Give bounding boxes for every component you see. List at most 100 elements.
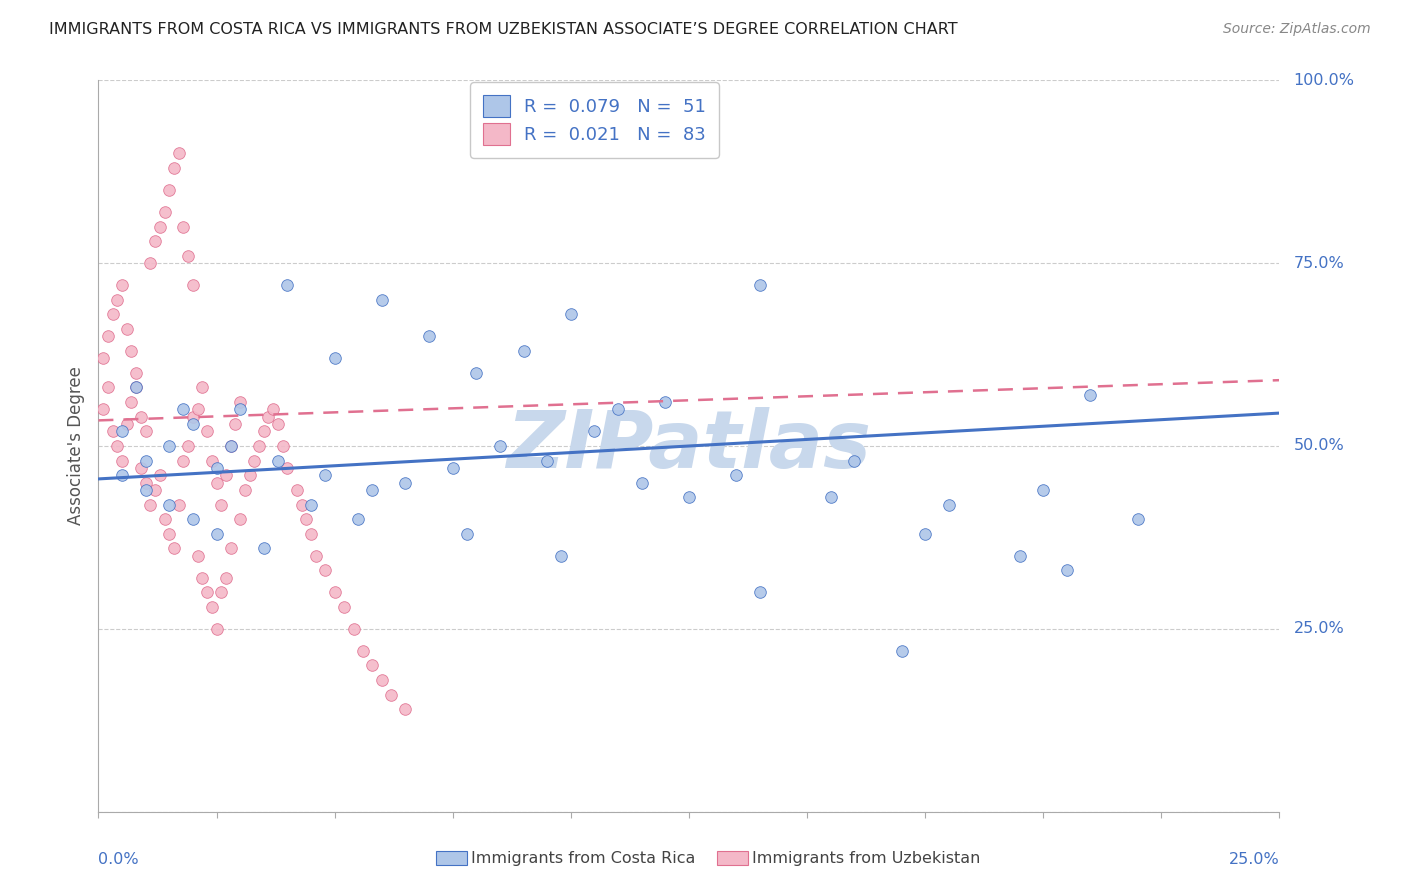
Point bbox=[938, 498, 960, 512]
Point bbox=[219, 439, 242, 453]
Point bbox=[157, 498, 180, 512]
Point bbox=[512, 343, 534, 358]
Text: ZIPatlas: ZIPatlas bbox=[506, 407, 872, 485]
Point bbox=[654, 395, 676, 409]
Point bbox=[1080, 388, 1102, 402]
Point bbox=[276, 461, 298, 475]
Point bbox=[239, 468, 262, 483]
Point bbox=[143, 483, 166, 497]
Point bbox=[135, 475, 157, 490]
Point bbox=[418, 329, 440, 343]
Point bbox=[1056, 563, 1078, 577]
Point bbox=[748, 585, 770, 599]
Point bbox=[219, 541, 242, 556]
Point bbox=[1032, 483, 1054, 497]
Text: IMMIGRANTS FROM COSTA RICA VS IMMIGRANTS FROM UZBEKISTAN ASSOCIATE’S DEGREE CORR: IMMIGRANTS FROM COSTA RICA VS IMMIGRANTS… bbox=[49, 22, 957, 37]
Point bbox=[678, 490, 700, 504]
Point bbox=[139, 256, 162, 270]
Point bbox=[257, 409, 280, 424]
Point bbox=[111, 425, 134, 439]
Point bbox=[157, 183, 180, 197]
Point bbox=[181, 512, 204, 526]
Point bbox=[101, 425, 124, 439]
Point bbox=[191, 571, 214, 585]
Point bbox=[305, 549, 328, 563]
Point bbox=[125, 366, 148, 380]
Point bbox=[253, 425, 276, 439]
Point bbox=[201, 599, 224, 614]
Point bbox=[195, 585, 218, 599]
Point bbox=[380, 688, 402, 702]
Point bbox=[352, 644, 374, 658]
Point bbox=[205, 622, 228, 636]
Point bbox=[215, 571, 238, 585]
Point bbox=[153, 512, 176, 526]
Point bbox=[295, 512, 318, 526]
Point bbox=[163, 541, 186, 556]
Text: 25.0%: 25.0% bbox=[1229, 852, 1279, 867]
Point bbox=[276, 278, 298, 293]
Point bbox=[347, 512, 370, 526]
Point bbox=[748, 278, 770, 293]
Point bbox=[97, 329, 120, 343]
Point bbox=[157, 526, 180, 541]
Point bbox=[820, 490, 842, 504]
Point bbox=[201, 453, 224, 467]
Point bbox=[229, 395, 252, 409]
Point bbox=[209, 498, 232, 512]
Point bbox=[91, 351, 114, 366]
Point bbox=[172, 219, 194, 234]
Point bbox=[441, 461, 464, 475]
Point bbox=[149, 219, 172, 234]
Point bbox=[361, 658, 384, 673]
Point bbox=[394, 702, 416, 716]
Point bbox=[456, 526, 478, 541]
Text: 25.0%: 25.0% bbox=[1294, 622, 1344, 636]
Point bbox=[630, 475, 652, 490]
Point bbox=[536, 453, 558, 467]
Point bbox=[111, 468, 134, 483]
Point bbox=[914, 526, 936, 541]
Point bbox=[1126, 512, 1149, 526]
Point bbox=[890, 644, 912, 658]
Point bbox=[129, 461, 152, 475]
Point bbox=[607, 402, 630, 417]
Point bbox=[163, 161, 186, 175]
Point bbox=[285, 483, 308, 497]
Point bbox=[115, 322, 138, 336]
Point bbox=[97, 380, 120, 394]
Point bbox=[187, 549, 209, 563]
Point bbox=[172, 402, 194, 417]
Text: Immigrants from Uzbekistan: Immigrants from Uzbekistan bbox=[752, 851, 980, 865]
Point bbox=[219, 439, 242, 453]
Point bbox=[125, 380, 148, 394]
Text: Immigrants from Costa Rica: Immigrants from Costa Rica bbox=[471, 851, 696, 865]
Point bbox=[135, 425, 157, 439]
Point bbox=[205, 475, 228, 490]
Point bbox=[209, 585, 232, 599]
Point bbox=[181, 278, 204, 293]
Point bbox=[224, 417, 246, 431]
Point bbox=[187, 402, 209, 417]
Point bbox=[290, 498, 312, 512]
Point bbox=[181, 417, 204, 431]
Point bbox=[371, 293, 394, 307]
Point bbox=[489, 439, 512, 453]
Point bbox=[271, 439, 294, 453]
Point bbox=[135, 483, 157, 497]
Point bbox=[262, 402, 284, 417]
Text: 100.0%: 100.0% bbox=[1294, 73, 1354, 87]
Point bbox=[91, 402, 114, 417]
Point bbox=[583, 425, 606, 439]
Point bbox=[172, 453, 194, 467]
Point bbox=[361, 483, 384, 497]
Point bbox=[115, 417, 138, 431]
Point bbox=[550, 549, 572, 563]
Point bbox=[181, 409, 204, 424]
Point bbox=[229, 402, 252, 417]
Point bbox=[111, 278, 134, 293]
Point bbox=[233, 483, 256, 497]
Point bbox=[105, 439, 128, 453]
Point bbox=[195, 425, 218, 439]
Point bbox=[157, 439, 180, 453]
